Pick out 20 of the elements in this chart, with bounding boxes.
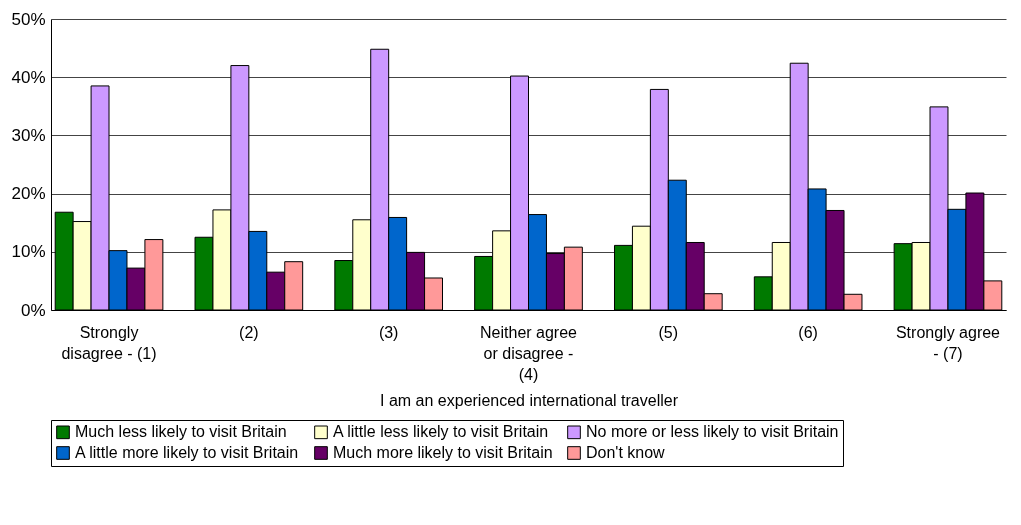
legend-label: No more or less likely to visit Britain <box>586 423 839 441</box>
x-axis-title: I am an experienced international traveller <box>380 391 679 409</box>
legend-label: A little less likely to visit Britain <box>333 423 549 441</box>
x-tick-label: (6) <box>798 323 818 341</box>
x-tick-label: (5) <box>658 323 679 341</box>
x-tick-label: Neither agree or disagree - (4) <box>480 323 578 383</box>
x-tick-label: Strongly disagree - (1) <box>61 323 157 362</box>
legend-label: Don't know <box>586 444 666 461</box>
y-tick-label: 10% <box>11 242 46 262</box>
y-tick-label: 50% <box>11 9 46 29</box>
y-tick-label: 40% <box>11 67 46 87</box>
x-tick-label: Strongly agree - (7) <box>895 323 1001 362</box>
y-tick-label: 30% <box>11 125 46 145</box>
x-tick-label: (3) <box>378 323 399 341</box>
y-tick-label: 20% <box>11 184 46 204</box>
y-tick-label: 0% <box>20 300 46 320</box>
legend-label: A little more likely to visit Britain <box>75 444 299 461</box>
x-tick-label: (2) <box>239 323 259 341</box>
legend-label: Much more likely to visit Britain <box>333 444 553 461</box>
legend-label: Much less likely to visit Britain <box>75 423 287 441</box>
